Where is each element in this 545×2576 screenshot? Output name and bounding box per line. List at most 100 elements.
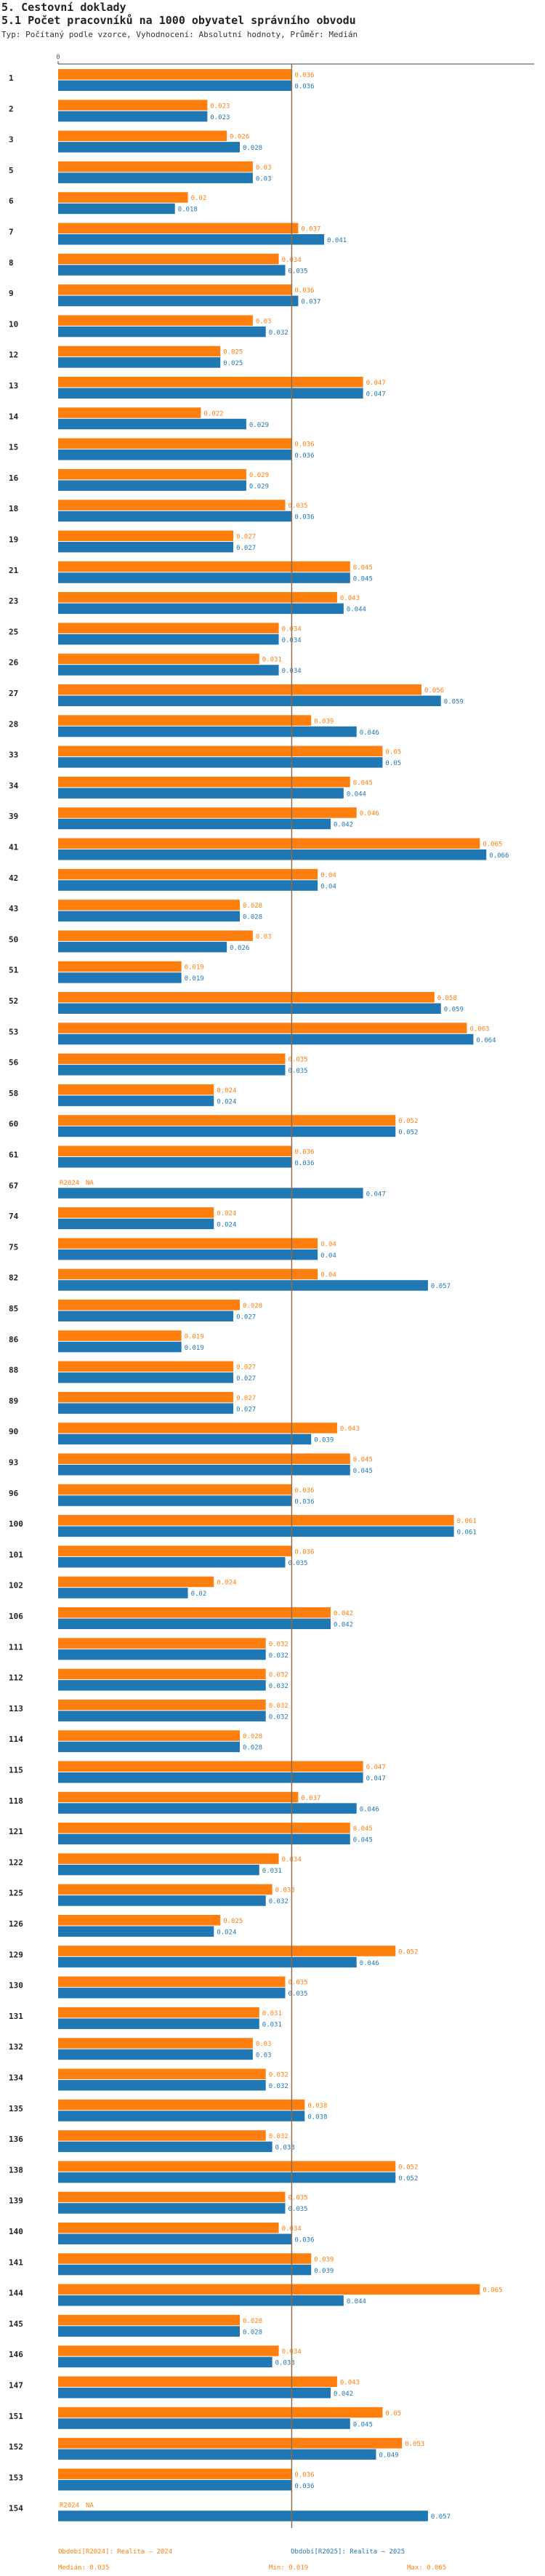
bar-2025 [58,1649,266,1660]
bar-2024 [58,715,312,726]
bar-2025 [58,1833,350,1845]
bar-2024 [58,2345,279,2356]
data-label-2025: 0.036 [294,2237,314,2244]
bar-2025 [58,880,318,891]
data-label-2024: 0.065 [483,2287,502,2295]
bar-2025 [58,1433,312,1445]
data-label-2025: 0.036 [294,452,314,460]
bar-2025 [58,941,227,953]
category-label: 82 [9,1273,18,1283]
data-label-2024: 0.05 [385,2410,401,2417]
data-label-2024: 0.04 [320,1241,336,1248]
category-label: 60 [9,1119,18,1129]
data-label-2025: 0.03 [256,2052,272,2060]
bar-2024 [58,69,292,80]
category-label: 61 [9,1151,19,1160]
data-label-2024: 0.028 [243,1733,262,1740]
data-label-2024: 0.028 [243,903,262,910]
bar-2025 [58,2511,428,2521]
bar-2025 [58,1556,286,1568]
data-label-2024: 0.036 [294,2471,314,2479]
data-label-2024: 0.032 [269,1672,288,1679]
bar-2025 [58,1926,214,1937]
data-label-2025: 0.045 [353,575,373,583]
bar-2024 [58,2223,279,2233]
bar-2025 [58,2141,272,2153]
bar-2024 [58,1668,266,1680]
data-label-2024: 0.037 [301,226,320,233]
data-label-2024: 0.024 [217,1087,236,1095]
data-label-2025: 0.044 [347,607,366,614]
data-label-2025: 0.036 [294,1498,314,1505]
data-label-2025: 0.047 [366,1775,386,1783]
category-label: 139 [9,2196,23,2206]
bar-2024 [58,1638,266,1649]
category-label: 136 [9,2135,23,2144]
category-label: 106 [9,1612,23,1621]
data-label-2025: 0.027 [236,1375,256,1383]
bar-2025 [58,234,325,245]
data-label-2024: 0.056 [424,687,444,695]
bar-2025 [58,480,246,491]
data-label-2025: 0.033 [275,2145,295,2152]
bar-2025 [58,1403,234,1414]
bar-2024 [58,530,234,541]
data-label-2024: NA [86,2503,94,2510]
bar-2025 [58,2479,292,2491]
data-label-2024: 0.027 [236,1364,256,1372]
bar-2025 [58,1341,182,1353]
category-label: 28 [9,719,18,729]
category-label: 152 [9,2442,23,2452]
data-label-2025: 0.032 [269,1652,288,1660]
category-label: 113 [9,1704,23,1713]
data-label-2024: 0.035 [288,1057,308,1064]
bar-2025 [58,511,292,522]
data-label-2024: 0.042 [334,1610,353,1617]
category-label: 112 [9,1673,23,1683]
bar-2024 [58,407,201,418]
bar-2025 [58,265,286,276]
bar-2025 [58,757,383,768]
category-label: 131 [9,2012,23,2021]
data-label-2024: 0.03 [256,164,272,172]
category-label: 140 [9,2227,23,2236]
bar-2025 [58,357,221,368]
bar-2024 [58,653,259,665]
bar-2024 [58,1730,240,1741]
data-label-2024: 0.039 [314,2256,334,2263]
category-label: 132 [9,2042,23,2052]
bar-2024 [58,992,435,1003]
category-label: 144 [9,2289,23,2298]
data-label-2024: 0.03 [256,2041,272,2048]
data-label-2025: 0.035 [288,268,308,275]
data-label-2025: 0.042 [334,1622,353,1629]
category-label: 41 [9,843,19,852]
data-label-2024: 0.052 [398,2164,418,2171]
data-label-2025: 0.036 [294,1160,314,1167]
category-label: 135 [9,2104,23,2113]
category-label: 34 [9,781,19,791]
bar-2024 [58,930,253,941]
bar-2024 [58,776,350,788]
data-label-2024: 0.024 [217,1210,236,1217]
data-label-2025: 0.047 [366,1191,386,1198]
bar-2025 [58,1126,396,1137]
bar-2024 [58,2068,266,2079]
data-label-2025: 0.046 [360,729,379,737]
category-label: 145 [9,2319,23,2329]
bar-2024 [58,192,188,203]
bar-2025 [58,1065,286,1076]
category-label: 141 [9,2257,23,2267]
bar-2024 [58,1453,350,1464]
data-label-2024: 0.033 [275,1887,295,1895]
bar-2024 [58,1423,337,1433]
data-label-2024: 0.022 [203,410,223,417]
bar-2025 [58,1372,234,1383]
bar-2025 [58,2203,286,2214]
bar-2025 [58,449,292,460]
series-label-2024: R2024 [60,1180,79,1187]
data-label-2025: 0.018 [178,207,198,214]
category-label: 129 [9,1950,23,1959]
data-label-2024: 0.02 [191,195,207,202]
bar-2024 [58,253,279,265]
